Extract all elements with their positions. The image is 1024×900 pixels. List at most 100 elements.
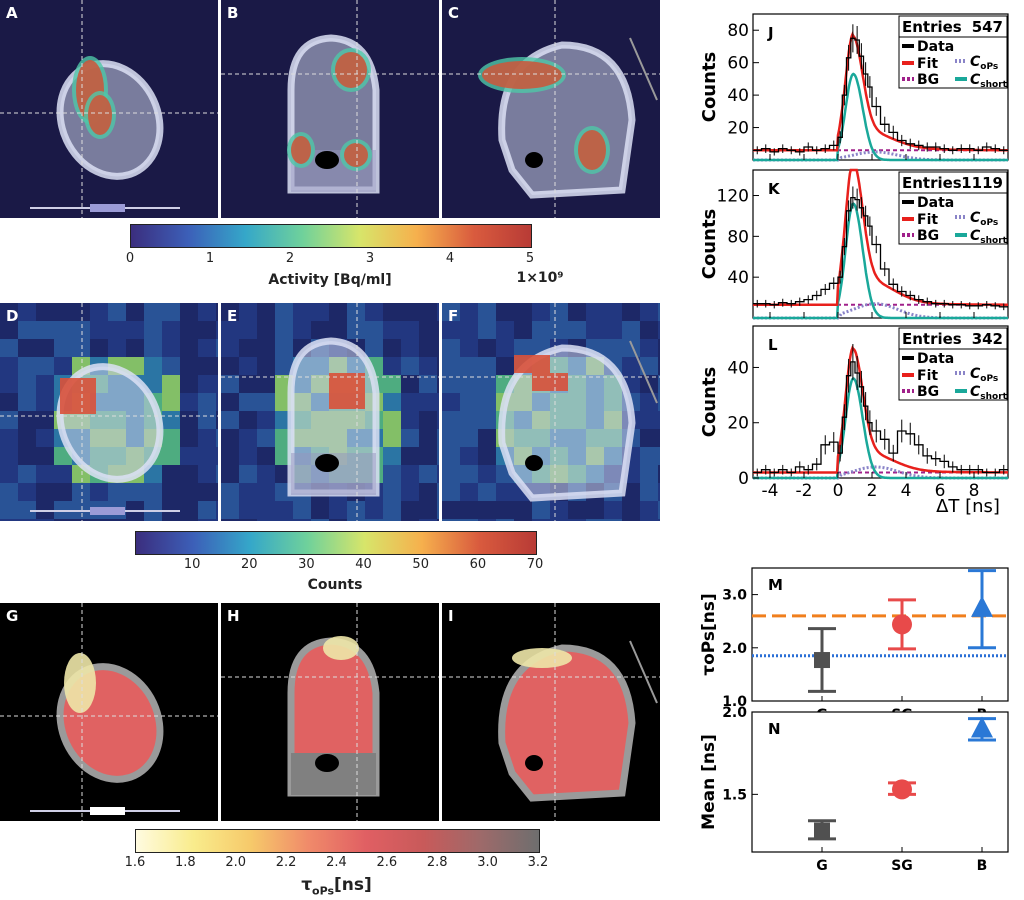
heat-pixel <box>460 321 478 339</box>
heat-pixel <box>460 429 478 447</box>
panel-label-f: F <box>448 307 459 325</box>
heat-pixel <box>180 357 198 375</box>
x-axis-label: ΔT [ns] <box>936 496 1000 517</box>
heat-pixel <box>162 303 180 321</box>
heat-pixel <box>239 303 257 321</box>
heat-pixel <box>460 465 478 483</box>
y-axis-label: Counts <box>699 367 720 438</box>
heat-pixel <box>275 501 293 519</box>
heat-pixel <box>257 411 275 429</box>
activity-spot <box>291 136 311 164</box>
heat-pixel <box>658 447 660 465</box>
heat-pixel <box>658 321 660 339</box>
heat-pixel <box>604 501 622 519</box>
heat-pixel <box>198 321 216 339</box>
heat-pixel <box>383 465 401 483</box>
heat-pixel <box>478 303 496 321</box>
tau-region <box>323 636 359 660</box>
heat-pixel <box>437 483 439 501</box>
legend-ops-label: CoPs <box>970 54 998 72</box>
heat-pixel <box>216 339 218 357</box>
heat-pixel <box>437 303 439 321</box>
image-panel-f: F <box>442 303 660 521</box>
heat-pixel <box>0 411 18 429</box>
heat-pixel <box>36 339 54 357</box>
heat-pixel <box>293 519 311 521</box>
heat-pixel <box>216 447 218 465</box>
heat-pixel <box>293 303 311 321</box>
y-tick-label: 80 <box>727 227 749 247</box>
heat-pixel <box>36 357 54 375</box>
heat-pixel <box>532 519 550 521</box>
heat-pixel <box>239 519 257 521</box>
heat-pixel <box>437 339 439 357</box>
heat-pixel <box>478 501 496 519</box>
heat-pixel <box>401 321 419 339</box>
heat-pixel <box>419 303 437 321</box>
heat-pixel <box>383 519 401 521</box>
activity-spot <box>578 130 606 170</box>
heat-pixel <box>18 501 36 519</box>
heat-pixel <box>640 321 658 339</box>
colorbar-tick: 10 <box>183 557 201 572</box>
image-panel-e: E <box>221 303 439 521</box>
colorbar-title-unit: [ns] <box>334 875 372 895</box>
panel-label-e: E <box>227 307 238 325</box>
colorbar-title: Activity [Bq/ml] <box>268 272 392 288</box>
category-label: G <box>816 707 828 723</box>
heat-pixel <box>437 501 439 519</box>
colorbar-title-symbol: τ <box>301 875 313 895</box>
heat-pixel <box>162 411 180 429</box>
heat-pixel <box>239 375 257 393</box>
panel-label-h: H <box>227 607 240 625</box>
heat-pixel <box>216 321 218 339</box>
heat-pixel <box>257 357 275 375</box>
colorbar-tick: 20 <box>241 557 258 572</box>
heat-pixel <box>221 519 239 521</box>
heat-pixel <box>198 393 216 411</box>
plot-frame <box>751 567 1009 702</box>
heat-pixel <box>401 375 419 393</box>
y-axis-label: Counts <box>699 52 720 123</box>
legend-short-label: Cshort <box>970 228 1008 246</box>
image-panel-c: C <box>442 0 660 218</box>
heat-pixel <box>198 483 216 501</box>
heat-pixel <box>658 519 660 521</box>
heat-pixel <box>496 321 514 339</box>
heat-pixel <box>36 393 54 411</box>
heat-pixel <box>180 447 198 465</box>
heat-pixel <box>401 501 419 519</box>
heat-pixel <box>478 321 496 339</box>
counts-hot-pixel <box>347 391 365 409</box>
heat-pixel <box>18 429 36 447</box>
y-tick-label: 60 <box>727 54 749 74</box>
heat-pixel <box>0 501 18 519</box>
heat-pixel <box>162 447 180 465</box>
heat-pixel <box>365 339 383 357</box>
chart-panel-label: J <box>767 24 774 42</box>
heat-pixel <box>383 483 401 501</box>
heat-pixel <box>640 501 658 519</box>
image-panel-i: I <box>442 603 660 821</box>
data-point-triangle <box>971 595 993 617</box>
colorbar-tick: 60 <box>469 557 487 572</box>
heat-pixel <box>586 303 604 321</box>
x-tick-label: 8 <box>969 481 980 501</box>
heat-pixel <box>496 501 514 519</box>
heat-pixel <box>311 303 329 321</box>
heat-pixel <box>162 429 180 447</box>
category-label: B <box>977 707 988 723</box>
x-tick-label: -2 <box>796 481 813 501</box>
heat-pixel <box>239 339 257 357</box>
legend-data-label: Data <box>917 351 954 367</box>
heat-pixel <box>401 339 419 357</box>
heat-pixel <box>401 357 419 375</box>
heat-pixel <box>478 465 496 483</box>
heat-pixel <box>365 321 383 339</box>
heat-pixel <box>496 339 514 357</box>
activity-spot <box>88 95 112 135</box>
heat-pixel <box>550 321 568 339</box>
heat-pixel <box>640 519 658 521</box>
